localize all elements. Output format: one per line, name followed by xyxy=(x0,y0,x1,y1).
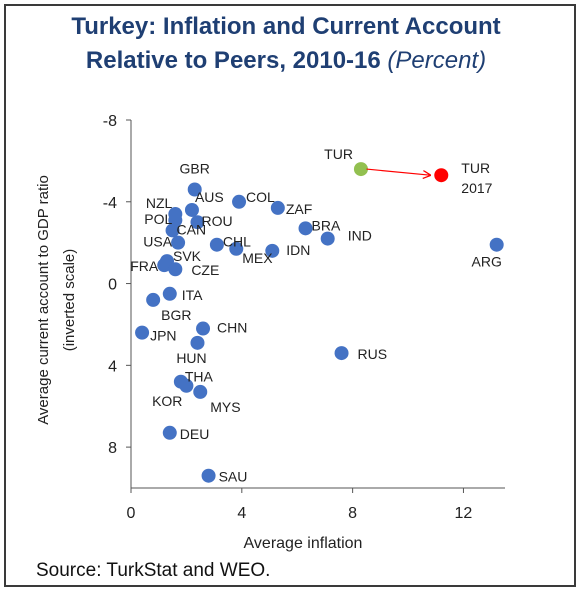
point-label: SAU xyxy=(219,469,248,485)
point-label: ZAF xyxy=(286,201,312,217)
point-label: POL xyxy=(144,211,172,227)
title-line-1: Turkey: Inflation and Current Account xyxy=(71,13,501,40)
point-label: DEU xyxy=(180,426,210,442)
point-col xyxy=(232,194,247,209)
point-label: CAN xyxy=(177,221,207,237)
y-tick-label: 0 xyxy=(108,277,117,294)
x-tick-label: 4 xyxy=(237,505,246,522)
point-label: FRA xyxy=(130,258,159,274)
axes: 0 4 8 12 -8 -4 0 4 8 xyxy=(103,113,505,522)
title-unit: (Percent) xyxy=(387,47,487,74)
x-tick-label: 12 xyxy=(455,505,473,522)
point-gbr xyxy=(187,182,202,197)
point-label: TUR xyxy=(461,160,490,176)
point-label: ITA xyxy=(182,287,203,303)
point-label: USA xyxy=(143,234,172,250)
y-axis-label-note: (inverted scale) xyxy=(61,249,78,352)
chart-title: Turkey: Inflation and Current Account Re… xyxy=(0,10,572,78)
x-tick-label: 0 xyxy=(127,505,136,522)
point-label: CHL xyxy=(223,234,251,250)
point-usa xyxy=(171,235,186,250)
point-can xyxy=(165,223,180,238)
point-label: TUR xyxy=(324,146,353,162)
point-hun xyxy=(190,335,205,350)
point-label: NZL xyxy=(146,195,173,211)
point-label: IND xyxy=(348,228,372,244)
point-aus xyxy=(184,202,199,217)
point-zaf xyxy=(270,200,285,215)
point-label: CHN xyxy=(217,320,247,336)
point-label: ROU xyxy=(201,213,232,229)
y-tick-label: 8 xyxy=(108,440,117,457)
point-tur xyxy=(353,162,368,177)
y-tick-label: -4 xyxy=(103,195,117,212)
point-deu xyxy=(162,425,177,440)
point-fra xyxy=(157,258,172,273)
point-cze xyxy=(168,262,183,277)
source-note: Source: TurkStat and WEO. xyxy=(36,560,271,581)
data-points xyxy=(135,162,504,483)
point-label: IDN xyxy=(286,242,310,258)
point-label: BRA xyxy=(312,217,341,233)
point-chl xyxy=(209,237,224,252)
y-tick-label: 4 xyxy=(108,358,117,375)
point-label: KOR xyxy=(152,393,182,409)
point-kor xyxy=(179,378,194,393)
point-mys xyxy=(193,384,208,399)
point-label: GBR xyxy=(180,161,210,177)
point-bgr xyxy=(146,292,161,307)
chart-frame xyxy=(4,4,576,587)
point-label: BGR xyxy=(161,307,191,323)
point-rus xyxy=(334,346,349,361)
point-label: COL xyxy=(246,189,275,205)
title-line-2-text: Relative to Peers, 2010-16 xyxy=(85,47,381,74)
point-rou xyxy=(190,215,205,230)
point-sau xyxy=(201,468,216,483)
point-bra xyxy=(298,221,313,236)
point-label: HUN xyxy=(176,350,206,366)
point-label: SVK xyxy=(173,248,202,264)
point-label-year: 2017 xyxy=(461,180,492,196)
x-tick-label: 8 xyxy=(348,505,357,522)
point-label: AUS xyxy=(195,189,224,205)
point-label: JPN xyxy=(150,328,176,344)
point-idn xyxy=(265,243,280,258)
point-ind xyxy=(320,231,335,246)
title-line-2: Relative to Peers, 2010-16 (Percent) xyxy=(0,44,572,78)
point-label: RUS xyxy=(358,346,388,362)
point-tur-2017 xyxy=(434,168,449,183)
x-axis-label: Average inflation xyxy=(244,535,363,552)
point-label: CZE xyxy=(191,262,219,278)
turkey-arrow xyxy=(366,168,430,175)
point-label: MYS xyxy=(210,399,240,415)
y-axis-label: Average current account to GDP ratio xyxy=(35,175,52,425)
point-jpn xyxy=(135,325,150,340)
point-label: THA xyxy=(185,369,214,385)
point-label: ARG xyxy=(472,254,502,270)
point-ita xyxy=(162,286,177,301)
point-chn xyxy=(196,321,211,336)
point-label: MEX xyxy=(242,250,273,266)
point-mex xyxy=(229,241,244,256)
y-tick-label: -8 xyxy=(103,113,117,130)
point-arg xyxy=(489,237,504,252)
